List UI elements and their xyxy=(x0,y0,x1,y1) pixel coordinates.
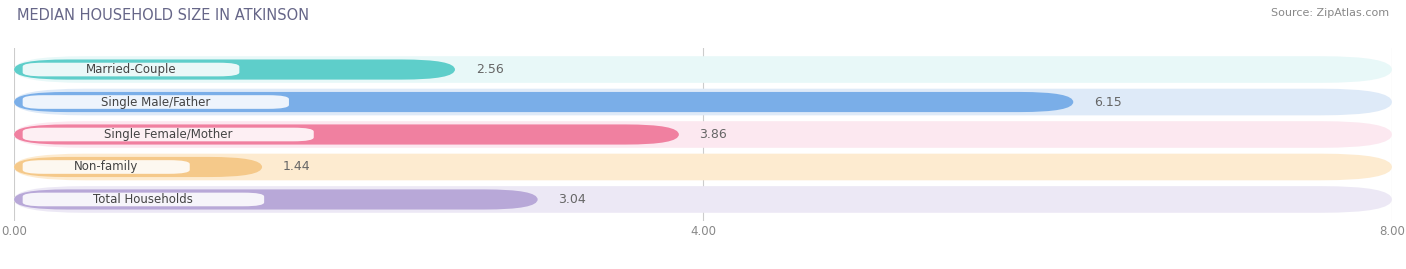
FancyBboxPatch shape xyxy=(14,189,537,210)
FancyBboxPatch shape xyxy=(22,95,290,109)
Text: 3.04: 3.04 xyxy=(558,193,586,206)
FancyBboxPatch shape xyxy=(14,121,1392,148)
Text: 2.56: 2.56 xyxy=(475,63,503,76)
Text: MEDIAN HOUSEHOLD SIZE IN ATKINSON: MEDIAN HOUSEHOLD SIZE IN ATKINSON xyxy=(17,8,309,23)
FancyBboxPatch shape xyxy=(14,92,1073,112)
FancyBboxPatch shape xyxy=(14,186,1392,213)
FancyBboxPatch shape xyxy=(22,193,264,206)
FancyBboxPatch shape xyxy=(14,154,1392,180)
Text: Married-Couple: Married-Couple xyxy=(86,63,176,76)
Text: Source: ZipAtlas.com: Source: ZipAtlas.com xyxy=(1271,8,1389,18)
FancyBboxPatch shape xyxy=(14,157,262,177)
FancyBboxPatch shape xyxy=(14,56,1392,83)
Text: Single Male/Father: Single Male/Father xyxy=(101,95,211,108)
Text: 3.86: 3.86 xyxy=(700,128,727,141)
FancyBboxPatch shape xyxy=(22,63,239,76)
FancyBboxPatch shape xyxy=(14,125,679,144)
Text: Total Households: Total Households xyxy=(93,193,194,206)
FancyBboxPatch shape xyxy=(14,89,1392,115)
Text: 1.44: 1.44 xyxy=(283,161,311,174)
Text: 6.15: 6.15 xyxy=(1094,95,1122,108)
Text: Single Female/Mother: Single Female/Mother xyxy=(104,128,232,141)
FancyBboxPatch shape xyxy=(14,59,456,80)
Text: Non-family: Non-family xyxy=(75,161,138,174)
FancyBboxPatch shape xyxy=(22,160,190,174)
FancyBboxPatch shape xyxy=(22,128,314,141)
